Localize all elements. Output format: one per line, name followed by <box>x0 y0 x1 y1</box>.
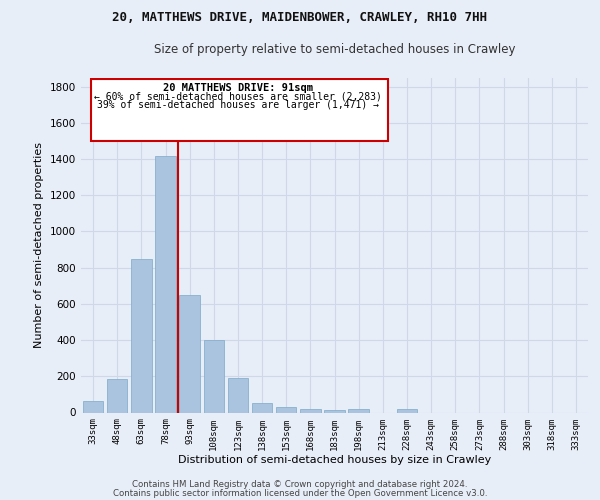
Text: 20, MATTHEWS DRIVE, MAIDENBOWER, CRAWLEY, RH10 7HH: 20, MATTHEWS DRIVE, MAIDENBOWER, CRAWLEY… <box>113 11 487 24</box>
Bar <box>324 410 345 412</box>
Text: Contains public sector information licensed under the Open Government Licence v3: Contains public sector information licen… <box>113 488 487 498</box>
Text: 39% of semi-detached houses are larger (1,471) →: 39% of semi-detached houses are larger (… <box>97 100 379 110</box>
Text: Contains HM Land Registry data © Crown copyright and database right 2024.: Contains HM Land Registry data © Crown c… <box>132 480 468 489</box>
Title: Size of property relative to semi-detached houses in Crawley: Size of property relative to semi-detach… <box>154 42 515 56</box>
Bar <box>276 408 296 412</box>
FancyBboxPatch shape <box>91 79 388 141</box>
Bar <box>179 295 200 412</box>
Bar <box>107 379 127 412</box>
Bar <box>155 156 176 412</box>
Text: 20 MATTHEWS DRIVE: 91sqm: 20 MATTHEWS DRIVE: 91sqm <box>163 83 313 93</box>
Y-axis label: Number of semi-detached properties: Number of semi-detached properties <box>34 142 44 348</box>
Bar <box>397 409 417 412</box>
Bar <box>83 400 103 412</box>
Bar <box>227 378 248 412</box>
Bar <box>252 404 272 412</box>
Bar <box>300 409 320 412</box>
Bar <box>131 258 152 412</box>
Bar <box>349 409 369 412</box>
Bar <box>203 340 224 412</box>
Text: ← 60% of semi-detached houses are smaller (2,283): ← 60% of semi-detached houses are smalle… <box>94 92 382 102</box>
X-axis label: Distribution of semi-detached houses by size in Crawley: Distribution of semi-detached houses by … <box>178 455 491 465</box>
